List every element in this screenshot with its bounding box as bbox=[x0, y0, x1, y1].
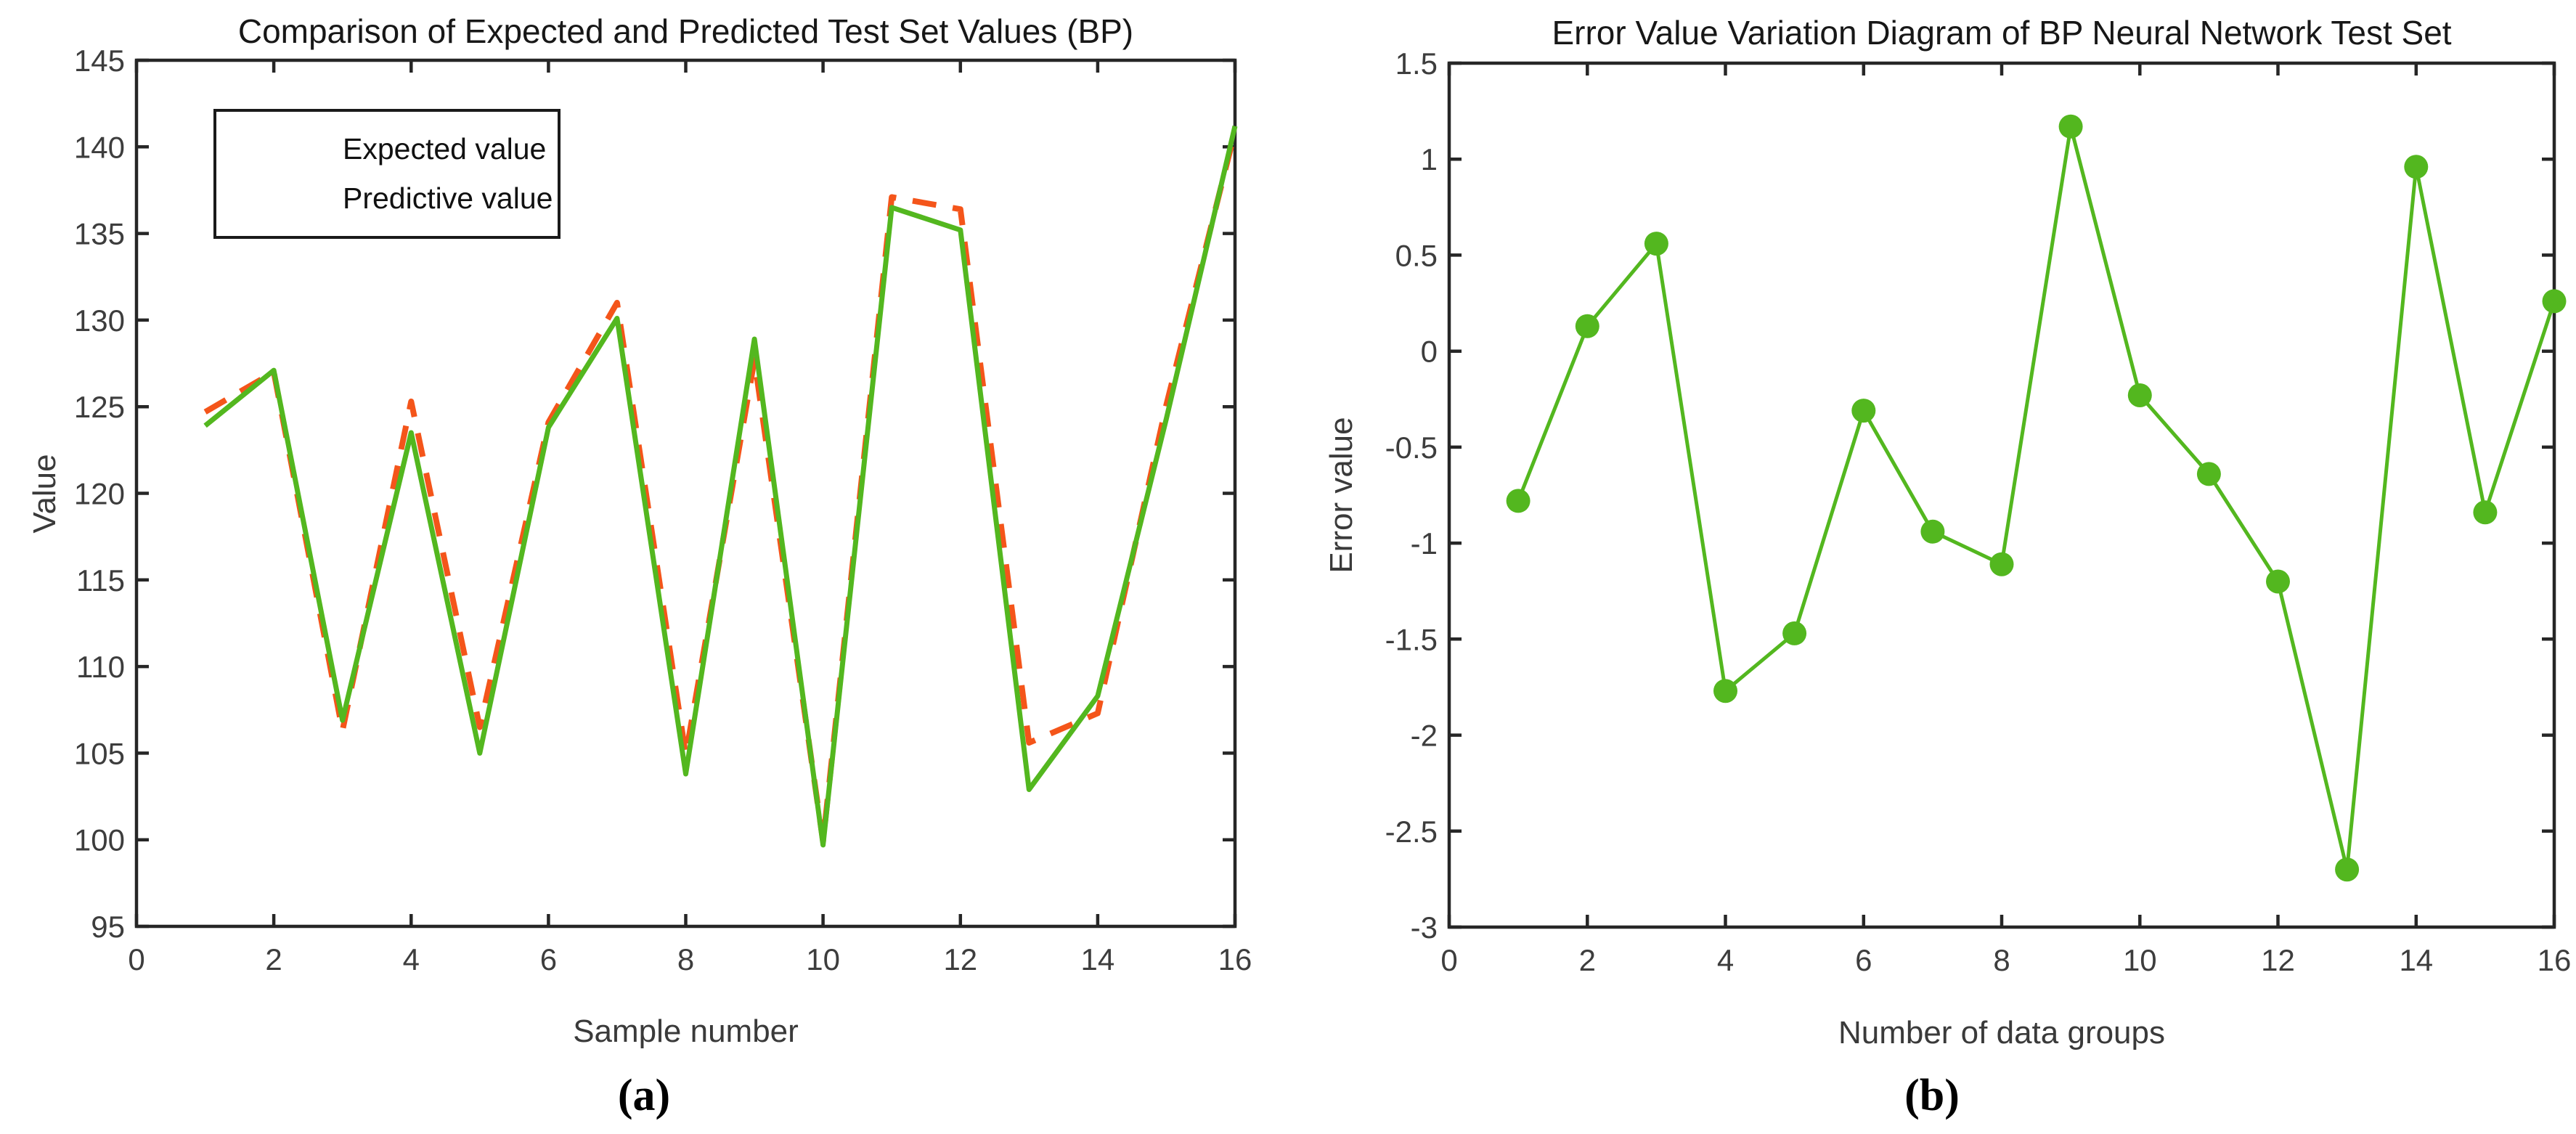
legend-label-expected: Expected value bbox=[343, 131, 547, 166]
chart-a-x-axis-label: Sample number bbox=[573, 1013, 799, 1049]
y-tick-label: 140 bbox=[74, 130, 125, 164]
x-tick-label: 10 bbox=[2123, 943, 2157, 977]
x-tick-label: 8 bbox=[1993, 943, 2010, 977]
y-tick-label: -1 bbox=[1411, 526, 1438, 560]
y-tick-label: -1.5 bbox=[1385, 622, 1438, 656]
x-tick-label: 12 bbox=[2261, 943, 2295, 977]
x-tick-label: 6 bbox=[1855, 943, 1872, 977]
chart-a-plot: 0 2 4 6 8 10 12 14 16 95 100 105 110 115 120 125 130 135 1… bbox=[74, 44, 1252, 976]
data-point-marker bbox=[1644, 232, 1668, 256]
y-tick-label: 95 bbox=[91, 910, 125, 944]
data-point-marker bbox=[1575, 314, 1599, 338]
axes-box bbox=[1447, 61, 2556, 929]
x-tick-label: 8 bbox=[677, 942, 694, 976]
x-tick-label: 14 bbox=[2399, 943, 2433, 977]
panel-b-label: (b) bbox=[1904, 1071, 1960, 1120]
x-tick-label: 0 bbox=[128, 942, 144, 976]
data-point-marker bbox=[1713, 679, 1737, 703]
y-tick-label: 135 bbox=[74, 217, 125, 251]
x-tick-label: 2 bbox=[265, 942, 282, 976]
y-tick-label: 1 bbox=[1421, 142, 1438, 176]
chart-b-plot: 0 2 4 6 8 10 12 14 16 1.5 1 0.5 0 -0.5 -1 -1.5 -2 -2.5 -3 bbox=[1385, 46, 2572, 977]
predictive-solid-line-swatch bbox=[228, 195, 334, 202]
y-tick-label: 105 bbox=[74, 736, 125, 770]
legend-box: Expected value Predictive value bbox=[213, 109, 561, 239]
expected-dashed-line-swatch bbox=[228, 146, 334, 152]
data-point-marker bbox=[1989, 552, 2014, 576]
x-tick-label: 0 bbox=[1440, 943, 1457, 977]
y-tick-label: -2 bbox=[1411, 719, 1438, 753]
x-tick-label: 12 bbox=[943, 942, 977, 976]
x-tick-label: 6 bbox=[540, 942, 557, 976]
y-tick-label: 145 bbox=[74, 44, 125, 78]
y-tick-label: 120 bbox=[74, 477, 125, 511]
y-tick-label: 125 bbox=[74, 390, 125, 424]
x-tick-label: 2 bbox=[1579, 943, 1596, 977]
x-tick-label: 14 bbox=[1081, 942, 1115, 976]
data-point-marker bbox=[2335, 857, 2360, 882]
data-point-marker bbox=[2266, 569, 2290, 594]
y-tick-label: -0.5 bbox=[1385, 431, 1438, 465]
y-tick-label: 0 bbox=[1421, 335, 1438, 369]
panel-a-label: (a) bbox=[617, 1071, 671, 1120]
chart-a-title: Comparison of Expected and Predicted Tes… bbox=[237, 12, 1134, 50]
data-point-marker bbox=[2196, 462, 2221, 486]
x-tick-label: 16 bbox=[2538, 943, 2572, 977]
legend-item-expected: Expected value bbox=[216, 132, 558, 166]
series-predictive-value bbox=[203, 125, 1238, 848]
y-tick-label: 0.5 bbox=[1395, 238, 1438, 272]
y-tick-label: 130 bbox=[74, 303, 125, 338]
legend-label-predictive: Predictive value bbox=[343, 181, 553, 216]
data-point-marker bbox=[2473, 500, 2498, 525]
y-tick-label: -3 bbox=[1411, 910, 1438, 945]
chart-a-y-axis-label: Value bbox=[27, 454, 62, 534]
series-error-value bbox=[1516, 124, 2556, 872]
legend-item-predictive: Predictive value bbox=[216, 181, 558, 216]
x-tick-label: 4 bbox=[1717, 943, 1734, 977]
data-point-marker bbox=[1506, 489, 1530, 513]
y-tick-label: 100 bbox=[74, 823, 125, 857]
chart-b-y-axis-label: Error value bbox=[1324, 417, 1359, 574]
x-tick-label: 16 bbox=[1218, 942, 1252, 976]
data-point-marker bbox=[1782, 621, 1807, 645]
data-point-marker bbox=[2404, 155, 2429, 179]
y-tick-label: 110 bbox=[76, 650, 125, 684]
x-tick-label: 4 bbox=[403, 942, 420, 976]
y-tick-label: -2.5 bbox=[1385, 815, 1438, 849]
y-tick-label: 115 bbox=[76, 563, 125, 597]
data-point-marker bbox=[2542, 289, 2567, 314]
data-point-marker bbox=[1851, 399, 1876, 423]
data-point-marker bbox=[2058, 114, 2083, 139]
y-tick-label: 1.5 bbox=[1395, 46, 1438, 81]
data-point-marker bbox=[1920, 519, 1945, 544]
chart-b-x-axis-label: Number of data groups bbox=[1838, 1015, 2166, 1051]
data-point-marker bbox=[2127, 383, 2152, 407]
chart-b-title: Error Value Variation Diagram of BP Neur… bbox=[1552, 14, 2452, 52]
x-tick-label: 10 bbox=[806, 942, 840, 976]
